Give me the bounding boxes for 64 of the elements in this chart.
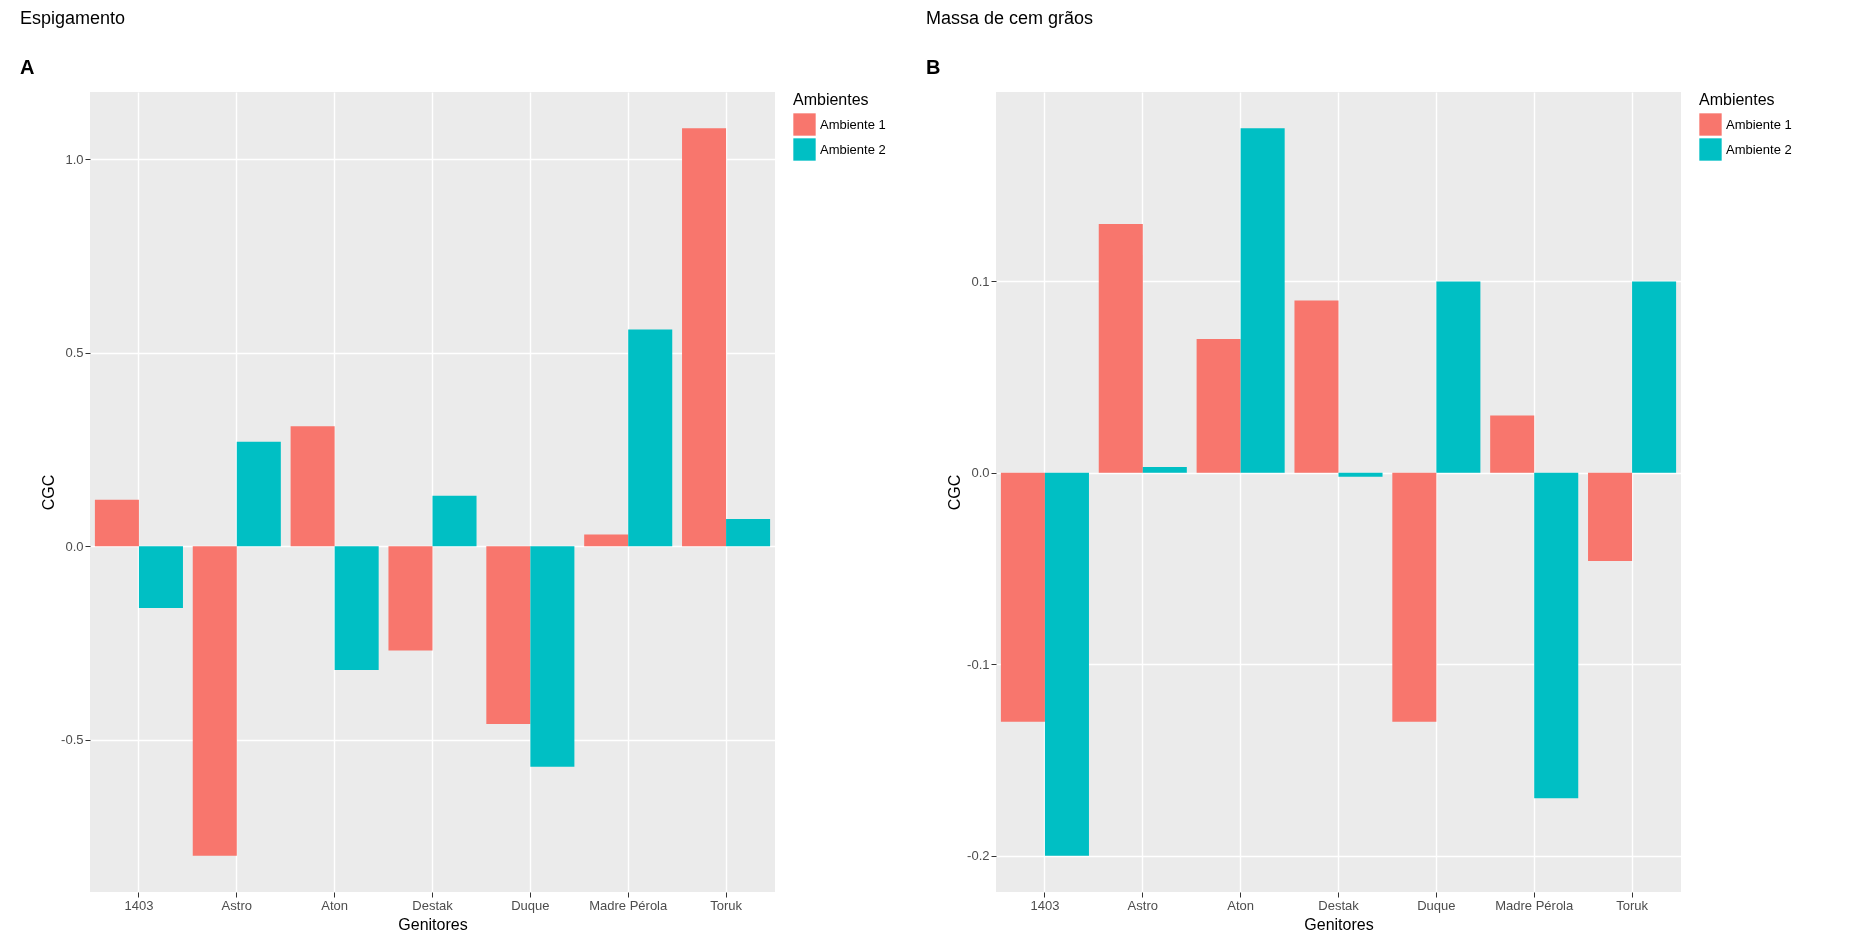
bar [1098, 224, 1143, 473]
bar [1588, 472, 1633, 561]
bar [236, 441, 281, 547]
bar [584, 534, 629, 547]
x-tick-label: Astro [1127, 897, 1158, 913]
bar [192, 546, 237, 856]
y-axis-title: CGC [946, 474, 964, 511]
bar [1294, 300, 1339, 473]
legend-label: Ambiente 1 [1726, 116, 1792, 132]
x-tick-label: Astro [221, 897, 252, 913]
bar [1142, 467, 1187, 473]
bar [1534, 472, 1579, 799]
bar [432, 495, 477, 547]
bar [1240, 128, 1285, 473]
legend-title: Ambientes [793, 91, 869, 108]
x-tick-label: 1403 [1030, 897, 1060, 913]
bar [1338, 472, 1383, 477]
y-tick-label: 0.1 [971, 273, 990, 289]
bar [726, 519, 771, 547]
x-axis-title: Genitores [1304, 915, 1374, 930]
x-tick-label: Toruk [1616, 897, 1649, 913]
bar [530, 546, 575, 767]
bar [628, 329, 673, 547]
x-tick-label: Destak [412, 897, 454, 913]
x-tick-label: Aton [321, 897, 349, 913]
x-tick-label: Madre Pérola [589, 897, 668, 913]
bar [1436, 281, 1481, 473]
y-tick-label: 0.0 [971, 465, 990, 481]
x-tick-label: Duque [1417, 897, 1456, 913]
bar [94, 499, 139, 547]
y-tick-label: 1.0 [65, 151, 84, 167]
bar [1490, 415, 1535, 473]
x-tick-label: 1403 [124, 897, 154, 913]
bar [290, 426, 335, 547]
bar [1392, 472, 1437, 722]
text: A [20, 56, 35, 78]
bar [388, 546, 433, 651]
y-tick-label: 0.0 [65, 538, 84, 554]
legend-label: Ambiente 1 [820, 116, 886, 132]
y-tick-label: -0.5 [61, 732, 84, 748]
bar [486, 546, 531, 725]
bar [334, 546, 379, 670]
bar [1000, 472, 1045, 722]
y-tick-label: -0.1 [967, 656, 990, 672]
x-axis-title: Genitores [398, 915, 468, 930]
chart-title: Espigamento [20, 8, 126, 28]
x-tick-label: Destak [1318, 897, 1360, 913]
legend-label: Ambiente 2 [820, 141, 886, 157]
chart-title: Massa de cem grãos [926, 8, 1094, 28]
text: B [926, 56, 941, 78]
bar [1632, 281, 1677, 473]
legend-label: Ambiente 2 [1726, 141, 1792, 157]
x-tick-label: Toruk [710, 897, 743, 913]
bar [1044, 472, 1089, 856]
x-tick-label: Duque [511, 897, 550, 913]
bar [1196, 338, 1241, 473]
x-tick-label: Aton [1227, 897, 1255, 913]
y-tick-label: -0.2 [967, 848, 990, 864]
x-tick-label: Madre Pérola [1495, 897, 1574, 913]
bar [682, 128, 727, 547]
y-tick-label: 0.5 [65, 345, 84, 361]
bar [138, 546, 183, 609]
y-axis-title: CGC [40, 474, 58, 511]
legend-title: Ambientes [1699, 91, 1775, 108]
